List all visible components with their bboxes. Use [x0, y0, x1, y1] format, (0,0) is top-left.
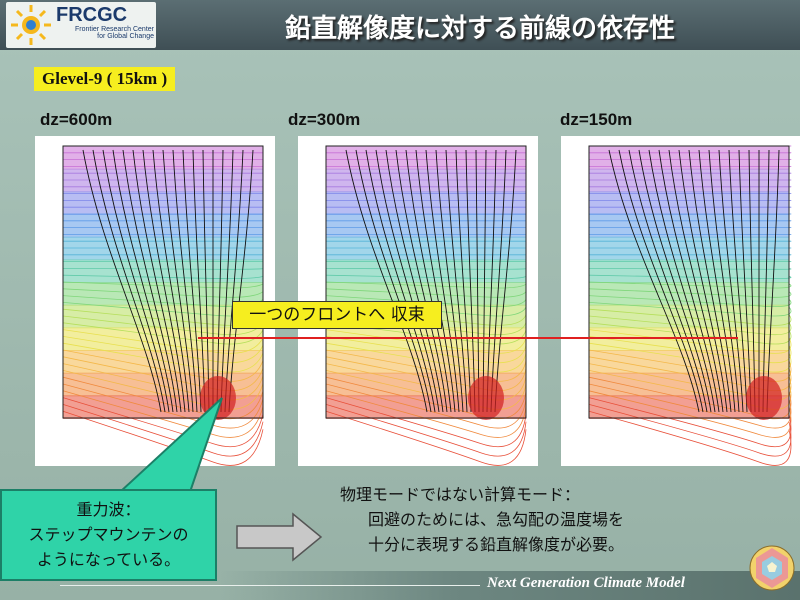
convergence-label: 一つのフロントへ 収束	[232, 301, 442, 329]
panel-label-dz150: dz=150m	[560, 110, 633, 129]
callout-line: ようになっている。	[36, 550, 181, 569]
callout-line: ステップマウンテンの	[28, 525, 189, 544]
panel-label-dz600: dz=600m	[40, 110, 113, 129]
logo-name: FRCGC	[56, 4, 128, 26]
callout-line: 重力波：	[76, 500, 141, 519]
contour-plot-dz150	[561, 136, 800, 466]
gravity-wave-callout: 重力波： ステップマウンテンの ようになっている。	[0, 489, 217, 581]
geodesic-ball-icon	[749, 545, 795, 591]
slide-title: 鉛直解像度に対する前線の依存性	[284, 14, 675, 44]
contour-plot-image	[588, 145, 792, 466]
contour-plot-dz600	[35, 136, 275, 466]
header-bar: FRCGC Frontier Research Center for Globa…	[0, 0, 800, 50]
note-line: 物理モードではない計算モード：	[340, 485, 581, 504]
glevel-label: Glevel-9 ( 15km )	[34, 67, 176, 91]
logo-subtitle: Frontier Research Center for Global Chan…	[75, 26, 154, 40]
note-line: 十分に表現する鉛直解像度が必要。	[368, 535, 625, 554]
footer-divider	[60, 585, 480, 586]
panel-label-dz300: dz=300m	[288, 110, 361, 129]
sun-logo-icon	[11, 5, 51, 45]
convergence-line	[198, 337, 738, 339]
logo: FRCGC Frontier Research Center for Globa…	[6, 2, 156, 48]
right-arrow-icon	[236, 512, 323, 562]
footer-text: Next Generation Climate Model	[487, 575, 685, 591]
contour-plot-image	[62, 145, 264, 466]
note-line: 回避のためには、急勾配の温度場を	[368, 510, 625, 529]
computational-mode-note: 物理モードではない計算モード： 回避のためには、急勾配の温度場を 十分に表現する…	[340, 482, 760, 557]
